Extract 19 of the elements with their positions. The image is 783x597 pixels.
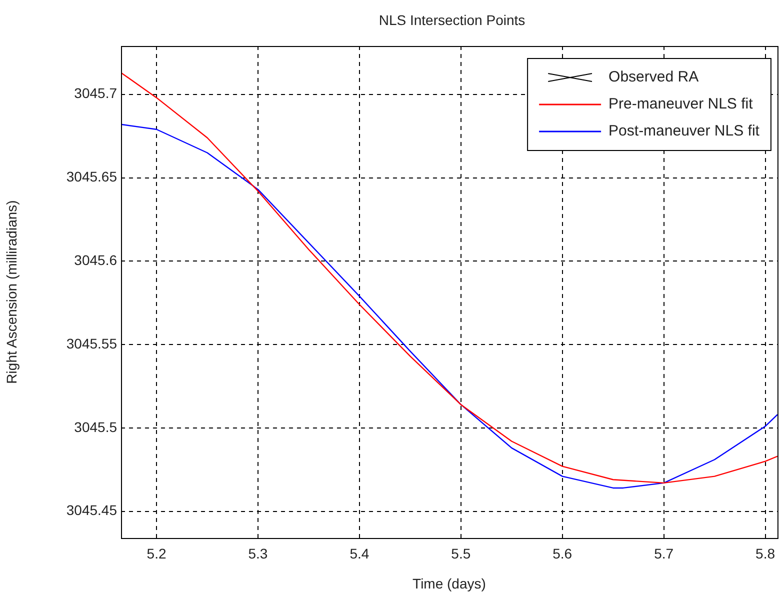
- x-axis-title: Time (days): [412, 575, 486, 592]
- legend-label: Post-maneuver NLS fit: [608, 122, 760, 140]
- y-tick-label: 3045.5: [74, 418, 118, 435]
- x-tick-label: 5.5: [451, 545, 471, 562]
- y-tick-label: 3045.65: [66, 168, 118, 185]
- x-tick-label: 5.4: [350, 545, 370, 562]
- chart-title: NLS Intersection Points: [378, 12, 526, 28]
- legend-label: Pre-maneuver NLS fit: [608, 96, 754, 113]
- legend-label: Observed RA: [608, 68, 699, 86]
- x-tick-label: 5.7: [654, 545, 674, 562]
- y-tick-label: 3045.6: [74, 252, 118, 268]
- x-tick-label: 5.2: [146, 545, 166, 562]
- x-tick-label: 5.6: [552, 545, 572, 562]
- y-tick-label: 3045.45: [66, 502, 118, 518]
- x-tick-label: 5.8: [756, 545, 776, 562]
- y-tick-label: 3045.55: [66, 335, 118, 352]
- y-axis-title: Right Ascension (milliradians): [3, 200, 20, 384]
- x-tick-label: 5.3: [248, 545, 268, 562]
- y-tick-label: 3045.7: [74, 85, 118, 102]
